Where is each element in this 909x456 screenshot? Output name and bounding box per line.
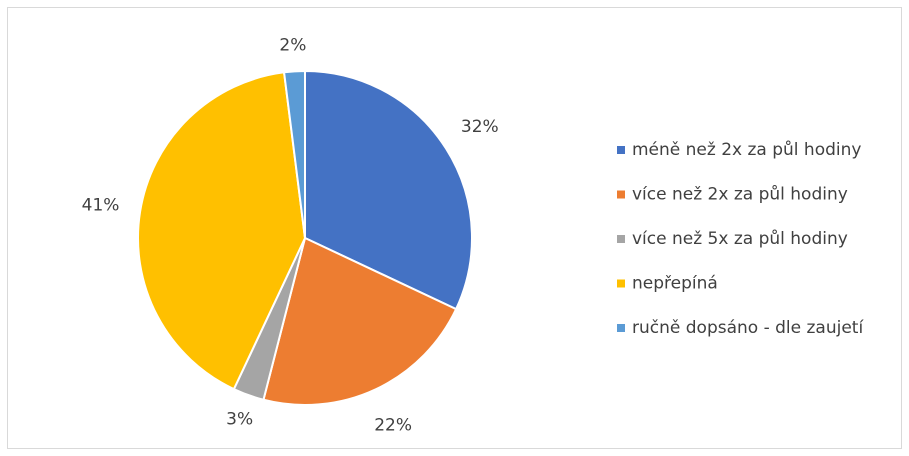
pie-slice	[262, 236, 458, 406]
legend-label: více než 2x za půl hodiny	[632, 185, 848, 205]
legend-label: více než 5x za půl hodiny	[632, 229, 848, 249]
pie-slice	[304, 69, 473, 311]
data-label: 32%	[461, 117, 499, 137]
data-label: 2%	[279, 35, 306, 55]
legend-swatch	[617, 324, 625, 332]
data-label: 3%	[226, 410, 253, 430]
legend-label: méně než 2x za půl hodiny	[632, 140, 861, 160]
data-label: 41%	[82, 196, 120, 216]
pie-slice	[282, 69, 306, 239]
legend-swatch	[617, 190, 625, 199]
legend-swatch	[617, 235, 625, 243]
legend-label: ručně dopsáno - dle zaujetí	[632, 318, 864, 338]
pie-slice	[137, 71, 307, 391]
legend-swatch	[617, 279, 625, 288]
data-label: 22%	[374, 415, 412, 435]
legend-swatch	[617, 146, 625, 154]
legend-label: nepřepíná	[632, 274, 718, 294]
